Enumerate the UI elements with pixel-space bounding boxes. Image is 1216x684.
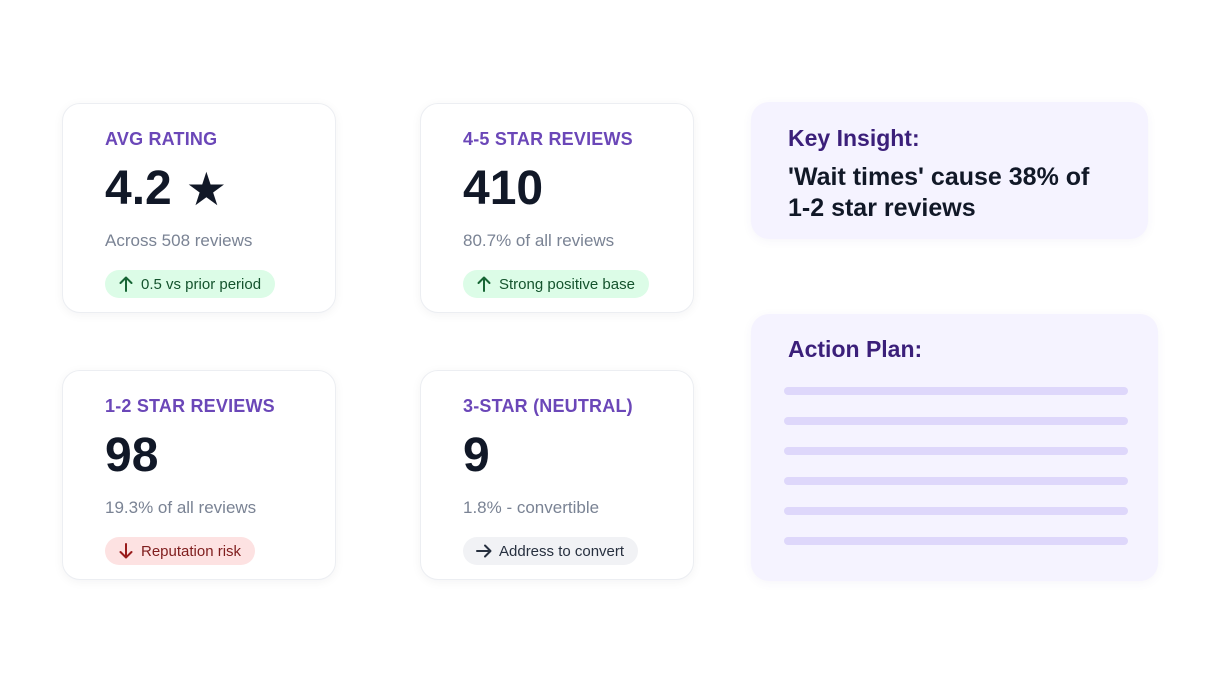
arrow-down-icon (119, 543, 133, 559)
key-insight-text: 'Wait times' cause 38% of 1-2 star revie… (788, 163, 1090, 222)
placeholder-line (784, 387, 1128, 395)
card-value: 4.2 ★ (105, 160, 335, 218)
card-label: 1-2 STAR REVIEWS (105, 396, 275, 416)
card-label: 3-STAR (NEUTRAL) (463, 396, 633, 416)
badge-text: Reputation risk (141, 542, 242, 560)
card-subtext: 1.8% - convertible (463, 498, 600, 517)
placeholder-line (784, 447, 1128, 455)
negative-reviews-card: 1-2 STAR REVIEWS 98 19.3% of all reviews… (62, 370, 336, 580)
key-insight-panel: Key Insight: 'Wait times' cause 38% of 1… (751, 102, 1148, 239)
action-plan-panel: Action Plan: (751, 314, 1158, 581)
positive-reviews-card: 4-5 STAR REVIEWS 410 80.7% of all review… (420, 103, 694, 313)
placeholder-line (784, 507, 1128, 515)
card-value: 410 (463, 162, 544, 215)
avg-rating-card: AVG RATING 4.2 ★ Across 508 reviews 0.5 … (62, 103, 336, 313)
trend-badge: 0.5 vs prior period (105, 270, 276, 298)
arrow-right-icon (476, 544, 492, 558)
badge-text: Strong positive base (499, 275, 635, 293)
trend-badge: Reputation risk (105, 537, 256, 565)
star-icon: ★ (185, 162, 227, 216)
trend-badge: Strong positive base (463, 270, 649, 298)
action-plan-title: Action Plan: (788, 336, 923, 362)
card-subtext: 19.3% of all reviews (105, 498, 257, 517)
card-subtext: Across 508 reviews (105, 231, 253, 250)
placeholder-line (784, 477, 1128, 485)
placeholder-line (784, 537, 1128, 545)
card-value: 9 (463, 429, 490, 482)
badge-text: 0.5 vs prior period (141, 275, 262, 293)
arrow-up-icon (119, 276, 133, 292)
key-insight-title: Key Insight: (788, 125, 920, 151)
card-subtext: 80.7% of all reviews (463, 231, 615, 250)
card-label: 4-5 STAR REVIEWS (463, 129, 633, 149)
card-value: 98 (105, 429, 159, 482)
trend-badge: Address to convert (463, 537, 639, 565)
arrow-up-icon (477, 276, 491, 292)
badge-text: Address to convert (499, 542, 625, 560)
avg-rating-value: 4.2 (105, 162, 172, 215)
placeholder-line (784, 417, 1128, 425)
card-label: AVG RATING (105, 129, 218, 149)
neutral-reviews-card: 3-STAR (NEUTRAL) 9 1.8% - convertible Ad… (420, 370, 694, 580)
